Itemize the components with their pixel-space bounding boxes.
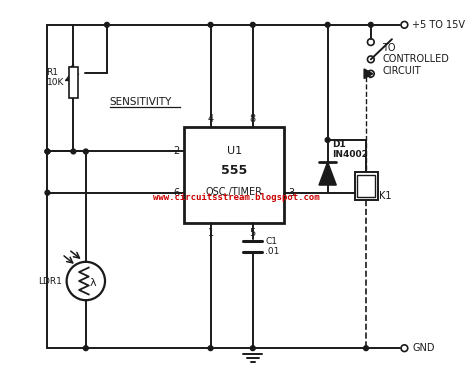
Text: λ: λ bbox=[89, 278, 96, 288]
Bar bbox=[69, 67, 78, 98]
Text: 8: 8 bbox=[250, 114, 256, 123]
Circle shape bbox=[325, 22, 330, 27]
Text: 5: 5 bbox=[250, 228, 256, 238]
Circle shape bbox=[83, 149, 88, 154]
Text: C1
.01: C1 .01 bbox=[265, 237, 280, 256]
Text: GND: GND bbox=[412, 343, 435, 353]
Text: OSC./TIMER: OSC./TIMER bbox=[206, 187, 263, 197]
Circle shape bbox=[71, 149, 76, 154]
Bar bbox=[355, 172, 377, 200]
Circle shape bbox=[105, 22, 109, 27]
Circle shape bbox=[83, 346, 88, 351]
Text: 1: 1 bbox=[208, 228, 214, 238]
Circle shape bbox=[45, 190, 50, 195]
Text: LDR1: LDR1 bbox=[38, 276, 62, 285]
Circle shape bbox=[325, 138, 330, 142]
Bar bbox=[184, 128, 284, 223]
Circle shape bbox=[368, 22, 373, 27]
Bar bbox=[357, 175, 374, 197]
Circle shape bbox=[250, 22, 255, 27]
Text: SENSITIVITY: SENSITIVITY bbox=[110, 97, 172, 107]
Circle shape bbox=[45, 149, 50, 154]
Polygon shape bbox=[319, 162, 336, 185]
Text: U1: U1 bbox=[227, 147, 242, 157]
Text: www.circuitsstream.blogspot.com: www.circuitsstream.blogspot.com bbox=[153, 193, 319, 202]
Text: +5 TO 15V: +5 TO 15V bbox=[412, 20, 465, 30]
Text: 3: 3 bbox=[288, 188, 294, 198]
Text: 555: 555 bbox=[221, 164, 247, 177]
Text: TO
CONTROLLED
CIRCUIT: TO CONTROLLED CIRCUIT bbox=[383, 43, 449, 76]
Text: K1: K1 bbox=[380, 191, 392, 201]
Text: 6: 6 bbox=[174, 188, 180, 198]
Circle shape bbox=[208, 22, 213, 27]
Text: D1
IN4002: D1 IN4002 bbox=[332, 140, 368, 159]
Circle shape bbox=[364, 346, 368, 351]
Circle shape bbox=[250, 346, 255, 351]
Circle shape bbox=[45, 149, 50, 154]
Text: 4: 4 bbox=[208, 114, 214, 123]
Polygon shape bbox=[364, 69, 373, 79]
Text: 2: 2 bbox=[173, 147, 180, 157]
Circle shape bbox=[208, 346, 213, 351]
Text: R1
10K: R1 10K bbox=[46, 68, 64, 87]
